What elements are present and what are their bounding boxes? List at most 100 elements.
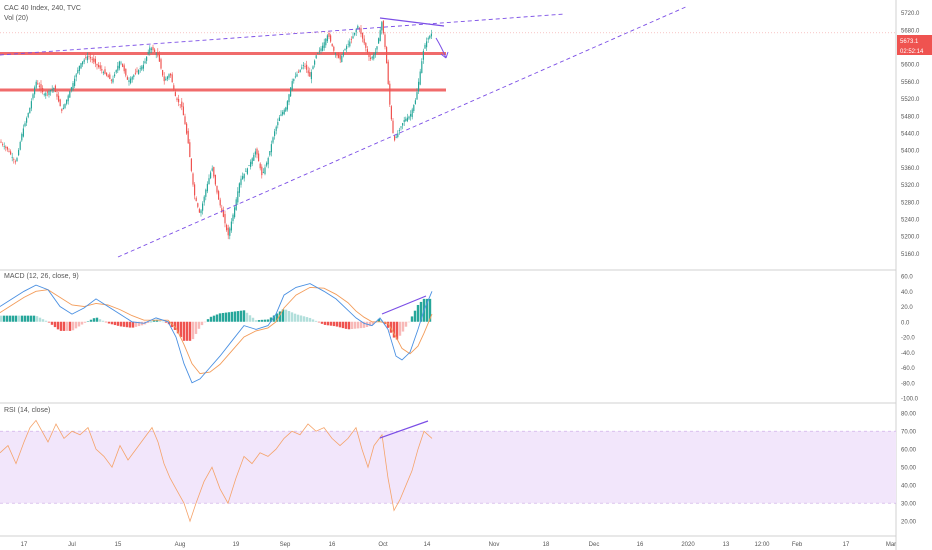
candle-body [37,83,39,85]
candle [262,168,264,174]
macd-histogram-bar [191,321,195,340]
candle [374,48,376,58]
candle [78,65,80,75]
candle [54,84,56,93]
candle-body [258,153,260,162]
symbol-legend[interactable]: CAC 40 Index, 240, TVC [4,5,81,12]
candle-body [267,157,269,165]
candle-body [222,209,224,217]
candle-body [203,196,205,203]
candle [261,164,263,179]
candle-body [259,163,261,169]
candle [429,34,431,40]
candle-body [402,123,404,126]
candle-body [10,151,12,155]
candle-body [90,56,92,59]
macd-histogram-bar [260,319,264,322]
candle-body [214,174,216,185]
candle [67,94,69,105]
candle-body [123,65,125,72]
candle-body [395,136,397,138]
macd-histogram-bar [74,321,78,329]
candle-body [298,71,300,73]
candle [286,99,288,112]
candle [110,78,112,84]
candle-body [310,72,312,80]
candle-body [350,38,352,40]
candle [397,130,399,139]
macd-histogram-bar [275,313,279,322]
candle [430,29,432,39]
macd-histogram-bar [122,321,126,327]
candle [333,45,335,54]
candle-body [320,48,322,51]
volume-legend[interactable]: Vol (20) [4,15,28,22]
candle [19,140,21,151]
macd-histogram-bar [131,321,135,328]
rsi-legend[interactable]: RSI (14, close) [4,407,50,414]
candle [80,62,82,70]
macd-legend[interactable]: MACD (12, 26, close, 9) [4,273,79,280]
candle-body [146,56,148,61]
candle-body [62,107,64,109]
candle [136,67,138,74]
candle [166,75,168,82]
candle [302,61,304,70]
candle [152,44,154,53]
candle [14,159,16,165]
candle-body [14,161,16,163]
candle [72,80,74,92]
price-pane[interactable] [0,5,896,258]
candle-body [136,70,138,72]
macd-histogram-bar [299,315,303,322]
candle [254,148,256,158]
candle-body [317,53,319,54]
candle-body [243,173,245,179]
macd-histogram-bar [206,319,210,322]
macd-histogram-bar [89,319,93,322]
candle [149,45,151,56]
candle [109,72,111,80]
macd-histogram-bar [377,318,381,322]
price-divergence-line [379,17,445,27]
candle-body [338,53,340,58]
candle-body [16,158,18,162]
macd-histogram-bar [98,319,102,322]
macd-histogram-bar [344,321,348,329]
candle-body [170,73,172,76]
candle [58,92,60,103]
candle-body [19,142,21,150]
candle [123,63,125,74]
macd-histogram-bar [107,321,111,324]
rsi-pane[interactable] [0,419,896,523]
candle-body [371,56,373,59]
macd-line [0,283,433,384]
candle [22,124,24,138]
macd-histogram-bar [140,321,144,326]
candle [70,86,72,93]
candle-body [269,151,271,156]
macd-histogram-bar [173,321,177,330]
candle [195,196,197,202]
candle-body [115,70,117,73]
candle-body [264,167,266,174]
candle-body [216,185,218,193]
candle [202,201,204,215]
candle [384,31,386,50]
candle [35,79,37,89]
macd-pane[interactable] [0,283,433,384]
time-axis-tick: 19 [233,542,240,548]
macd-histogram-bar [56,321,60,330]
candle-body [166,76,168,80]
candle-body [221,208,223,212]
candle-body [74,78,76,86]
candle-body [248,165,250,167]
candle [162,69,164,77]
candle-body [141,66,143,70]
candle-body [171,74,173,83]
candle [158,51,160,62]
candle-body [192,173,194,185]
candle-body [378,38,380,44]
candle-body [323,42,325,48]
